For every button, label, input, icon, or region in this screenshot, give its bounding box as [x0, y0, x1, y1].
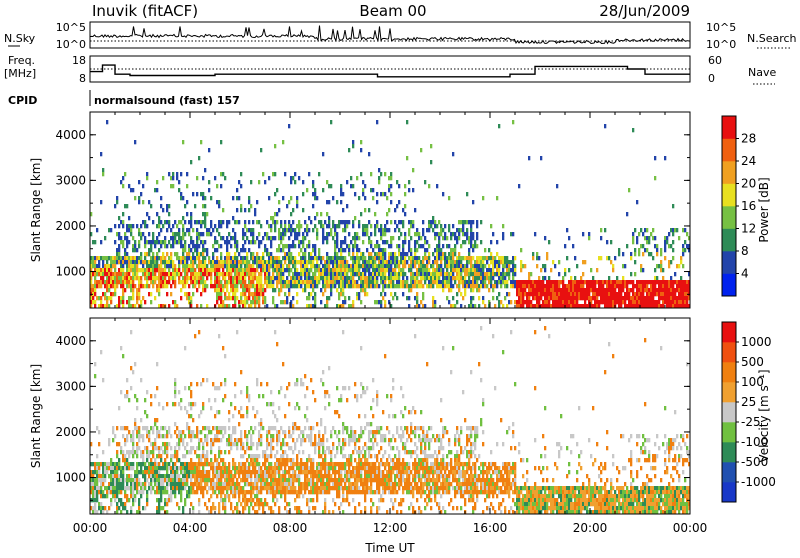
y-tick-label: 1000 [55, 471, 86, 485]
x-tick-label: 00:00 [673, 521, 708, 535]
noise-bars [90, 26, 690, 44]
colorbar-segment [722, 482, 736, 502]
colorbar-segment [722, 184, 736, 207]
x-tick-label: 20:00 [573, 521, 608, 535]
freq-right-tick-low: 0 [708, 72, 715, 85]
y-tick-label: 3000 [55, 379, 86, 393]
noise-right-label: N.Search [747, 32, 797, 45]
colorbar-segment [722, 382, 736, 402]
colorbar-tick-label: 12 [741, 222, 756, 236]
noise-left-label: N.Sky [4, 32, 36, 45]
colorbar-segment [722, 139, 736, 162]
colorbar-segment [722, 422, 736, 442]
colorbar-segment [722, 442, 736, 462]
date-title: 28/Jun/2009 [599, 2, 690, 20]
freq-left-tick-high: 18 [72, 54, 86, 67]
power-colorbar: 28 24 20 16 12 8 4 [722, 116, 756, 296]
y-tick-label: 4000 [55, 334, 86, 348]
station-title: Inuvik (fitACF) [92, 2, 198, 20]
velocity-ylabel: Slant Range [km] [29, 364, 43, 468]
freq-series [90, 65, 690, 77]
frequency-panel: Freq. [MHz] 18 8 60 0 Nave [4, 54, 776, 85]
x-axis-label: Time UT [364, 541, 415, 554]
power-ylabel: Slant Range [km] [29, 158, 43, 262]
y-tick-label: 2000 [55, 219, 86, 233]
colorbar-segment [722, 206, 736, 229]
power-colorbar-label: Power [dB] [757, 177, 771, 242]
freq-left-tick-low: 8 [79, 72, 86, 85]
colorbar-tick-label: 25 [741, 395, 756, 409]
freq-left-label-1: Freq. [8, 54, 35, 67]
noise-left-tick-high: 10^5 [56, 21, 86, 34]
noise-right-tick-low: 10^0 [706, 38, 736, 51]
x-tick-label: 08:00 [273, 521, 308, 535]
colorbar-tick-label: -1000 [741, 475, 776, 489]
colorbar-segment [722, 322, 736, 342]
freq-right-tick-high: 60 [708, 54, 722, 67]
noise-panel: N.Sky 10^5 10^0 10^5 10^0 N.Search [4, 21, 797, 51]
y-tick-label: 1000 [55, 265, 86, 279]
x-tick-label: 12:00 [373, 521, 408, 535]
beam-title: Beam 00 [359, 2, 426, 20]
cpid-program: normalsound (fast) 157 [94, 94, 240, 107]
noise-left-tick-low: 10^0 [56, 38, 86, 51]
cpid-panel: CPID normalsound (fast) 157 [8, 90, 240, 107]
colorbar-segment [722, 402, 736, 422]
colorbar-segment [722, 274, 736, 297]
colorbar-segment [722, 229, 736, 252]
colorbar-segment [722, 116, 736, 139]
x-tick-label: 04:00 [173, 521, 208, 535]
colorbar-segment [722, 362, 736, 382]
colorbar-tick-label: 4 [741, 267, 749, 281]
colorbar-tick-label: 20 [741, 177, 756, 191]
colorbar-segment [722, 251, 736, 274]
noise-right-tick-high: 10^5 [706, 21, 736, 34]
power-panel: 1000 2000 3000 4000 Slant Range [km] 28 24 20… [29, 112, 771, 308]
colorbar-tick-label: 24 [741, 154, 756, 168]
y-tick-label: 3000 [55, 173, 86, 187]
freq-left-label-2: [MHz] [4, 67, 36, 80]
y-tick-label: 2000 [55, 425, 86, 439]
power-cells [90, 120, 690, 308]
colorbar-segment [722, 342, 736, 362]
x-tick-label: 00:00 [73, 521, 108, 535]
colorbar-tick-label: 1000 [741, 335, 772, 349]
x-tick-label: 16:00 [473, 521, 508, 535]
nave-label: Nave [748, 66, 776, 79]
colorbar-tick-label: 500 [741, 355, 764, 369]
colorbar-tick-label: 8 [741, 244, 749, 258]
velocity-panel: 1000 2000 3000 4000 Slant Range [km] 1000 50… [29, 112, 776, 554]
cpid-label: CPID [8, 94, 37, 107]
colorbar-tick-label: 28 [741, 132, 756, 146]
velocity-colorbar-label: Velocity [m s⁻¹] [757, 369, 771, 462]
y-tick-label: 4000 [55, 128, 86, 142]
colorbar-segment [722, 161, 736, 184]
colorbar-tick-label: 16 [741, 199, 756, 213]
velocity-cells [90, 326, 690, 514]
colorbar-segment [722, 462, 736, 482]
